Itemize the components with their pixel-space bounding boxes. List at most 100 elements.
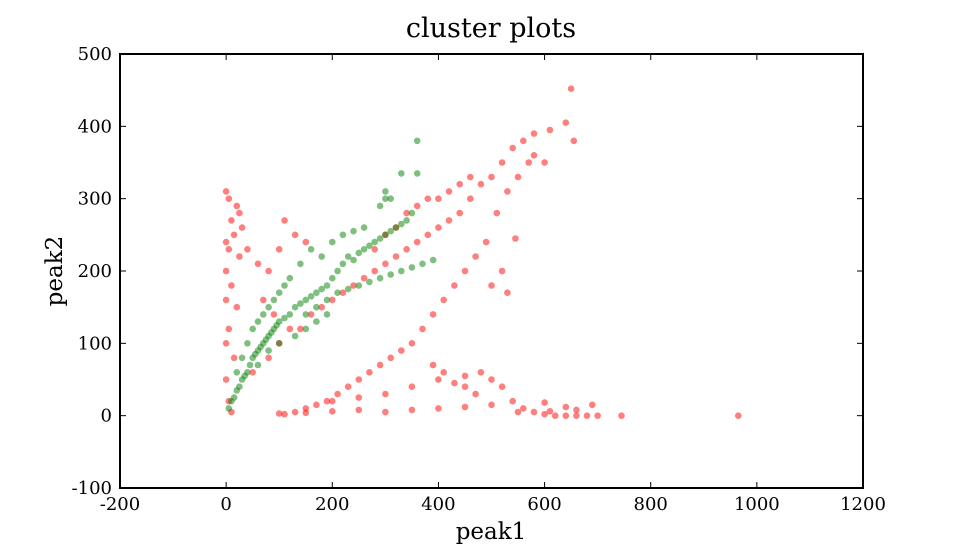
- data-point: [286, 274, 294, 282]
- data-point: [344, 285, 352, 293]
- data-point: [254, 318, 262, 325]
- data-point: [424, 195, 432, 202]
- data-point: [297, 260, 304, 268]
- data-point: [265, 354, 272, 362]
- data-point: [236, 383, 243, 391]
- data-point: [419, 260, 426, 268]
- data-point: [498, 159, 506, 166]
- data-point: [530, 408, 538, 416]
- data-point: [403, 209, 410, 217]
- data-point: [366, 242, 373, 249]
- data-point: [302, 311, 310, 318]
- data-point: [246, 361, 254, 369]
- data-point: [249, 369, 256, 376]
- data-point: [222, 376, 230, 383]
- data-point: [493, 209, 501, 217]
- series-1: [225, 137, 437, 412]
- data-point: [467, 173, 474, 181]
- data-point: [238, 354, 246, 362]
- data-point: [382, 188, 389, 195]
- data-point: [323, 282, 331, 289]
- data-point: [413, 137, 421, 145]
- x-tick-label: 400: [421, 494, 455, 515]
- data-point: [260, 296, 267, 304]
- data-point: [236, 209, 243, 217]
- data-point: [382, 390, 389, 398]
- data-point: [424, 231, 432, 239]
- data-point: [302, 409, 310, 417]
- data-point: [355, 406, 363, 414]
- data-point: [477, 180, 485, 188]
- data-point: [403, 246, 410, 253]
- data-point: [225, 325, 233, 333]
- data-point: [230, 354, 238, 362]
- data-point: [329, 274, 336, 282]
- data-point: [360, 274, 368, 282]
- data-point: [249, 325, 256, 333]
- data-point: [252, 350, 259, 358]
- data-point: [355, 282, 363, 289]
- data-point: [504, 188, 511, 195]
- data-point: [244, 340, 251, 347]
- data-point: [376, 274, 384, 282]
- data-point: [225, 195, 233, 202]
- data-point: [313, 303, 320, 311]
- data-point: [573, 412, 580, 420]
- data-point: [498, 267, 506, 275]
- data-point: [297, 325, 304, 333]
- data-point: [281, 410, 288, 418]
- data-point: [514, 408, 522, 416]
- data-point: [461, 267, 469, 275]
- data-point: [472, 390, 479, 398]
- data-point: [302, 238, 310, 246]
- data-point: [270, 311, 278, 318]
- data-point: [392, 253, 400, 260]
- data-point: [509, 397, 516, 405]
- data-point: [230, 231, 238, 239]
- data-point: [504, 289, 511, 297]
- data-point: [265, 347, 272, 354]
- data-point: [360, 224, 368, 231]
- data-point: [520, 137, 527, 145]
- data-point: [329, 238, 336, 246]
- data-point: [275, 289, 283, 297]
- data-point: [594, 412, 601, 420]
- data-point: [435, 224, 442, 231]
- data-point: [222, 296, 230, 304]
- data-point: [488, 173, 495, 181]
- data-point: [350, 256, 357, 264]
- data-point: [387, 195, 395, 202]
- data-point: [360, 246, 368, 253]
- data-point: [382, 195, 389, 202]
- data-point: [445, 217, 453, 224]
- data-point: [275, 340, 283, 347]
- data-point: [222, 188, 230, 195]
- x-tick-label: 600: [527, 494, 561, 515]
- data-point: [429, 311, 437, 318]
- x-tick-label: 800: [634, 494, 668, 515]
- y-tick-label: 0: [101, 406, 112, 427]
- data-point: [244, 246, 251, 253]
- data-point: [228, 282, 235, 289]
- data-point: [488, 282, 495, 289]
- y-tick-label: 400: [78, 116, 112, 137]
- data-point: [435, 376, 442, 383]
- data-point: [382, 231, 389, 239]
- data-point: [408, 406, 416, 414]
- data-point: [222, 267, 230, 275]
- points-layer: [222, 85, 742, 420]
- series-0: [222, 85, 742, 420]
- data-point: [376, 235, 384, 242]
- ticks-layer: -200 0 200 400 600 800 1000 1200 -100 0 100 200 300 4…: [72, 44, 886, 515]
- data-point: [233, 369, 241, 376]
- data-point: [281, 282, 288, 289]
- x-tick-label: 0: [220, 494, 231, 515]
- data-point: [419, 325, 426, 333]
- data-point: [318, 285, 326, 293]
- data-point: [429, 256, 437, 264]
- data-point: [570, 137, 578, 145]
- data-point: [512, 235, 519, 242]
- data-point: [302, 325, 310, 333]
- data-point: [435, 405, 442, 412]
- data-point: [472, 253, 479, 260]
